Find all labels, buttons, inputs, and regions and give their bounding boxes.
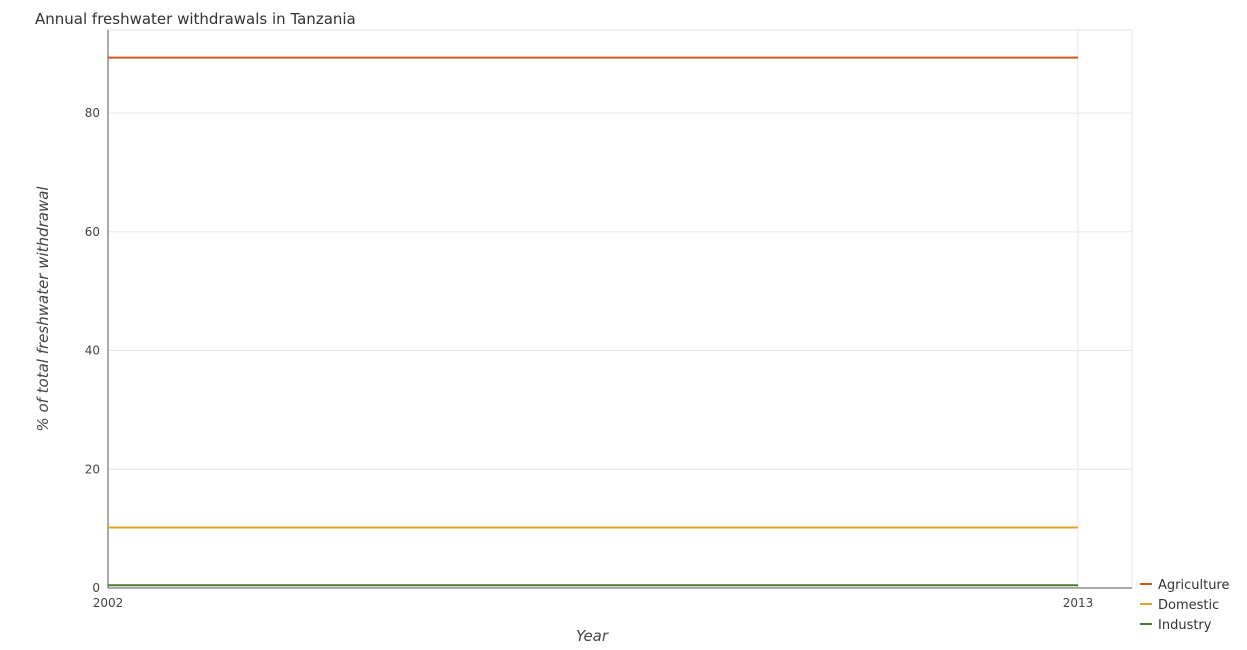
grid — [107, 29, 1133, 589]
legend: Agriculture Domestic Industry — [1140, 578, 1230, 633]
x-tick-label: 2002 — [93, 596, 124, 610]
y-axis-label: % of total freshwater withdrawal — [34, 186, 52, 432]
x-axis-ticks: 2002 2013 — [93, 596, 1094, 610]
y-tick-label: 20 — [85, 462, 100, 476]
y-axis-ticks: 0 20 40 60 80 — [85, 106, 100, 595]
chart-title: Annual freshwater withdrawals in Tanzani… — [35, 10, 356, 28]
legend-label-industry: Industry — [1158, 618, 1212, 633]
y-tick-label: 80 — [85, 106, 100, 120]
legend-label-agriculture: Agriculture — [1158, 578, 1230, 593]
series — [108, 56, 1078, 587]
x-axis-label: Year — [576, 627, 609, 645]
y-tick-label: 60 — [85, 225, 100, 239]
x-tick-label: 2013 — [1063, 596, 1094, 610]
y-tick-label: 40 — [85, 344, 100, 358]
y-tick-label: 0 — [92, 581, 100, 595]
legend-label-domestic: Domestic — [1158, 598, 1219, 613]
